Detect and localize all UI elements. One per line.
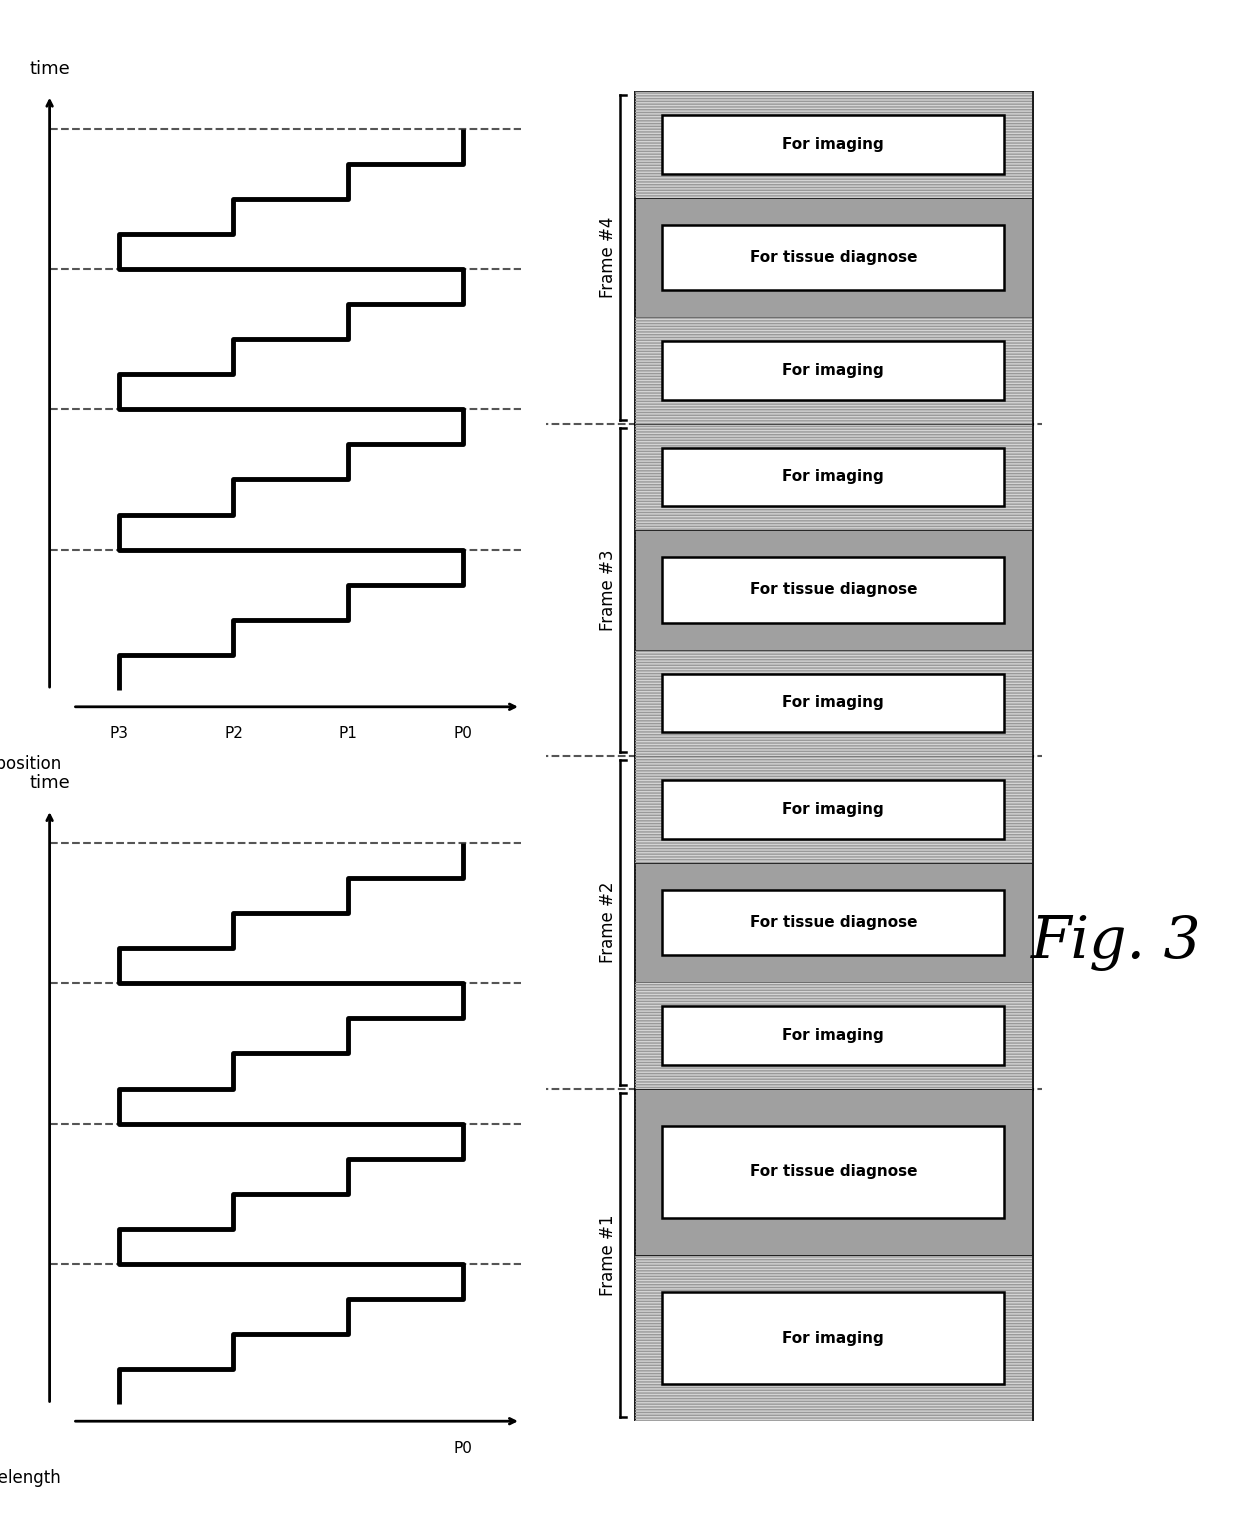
Text: Frame #1: Frame #1 (599, 1214, 616, 1295)
Bar (635, 982, 1032, 1088)
Bar (662, 448, 1004, 506)
Bar (635, 424, 1032, 530)
Bar (662, 556, 1004, 623)
Text: Scan position: Scan position (0, 754, 61, 772)
Bar (635, 1088, 1032, 1421)
Bar (635, 91, 1032, 198)
Bar (635, 318, 1032, 424)
Text: For imaging: For imaging (782, 470, 884, 485)
Text: For tissue diagnose: For tissue diagnose (749, 249, 918, 264)
Text: For imaging: For imaging (782, 1028, 884, 1043)
Bar (635, 757, 1032, 1088)
Text: For tissue diagnose: For tissue diagnose (749, 582, 918, 597)
Bar (635, 198, 1032, 318)
Text: P0: P0 (454, 727, 472, 742)
Text: For imaging: For imaging (782, 1330, 884, 1345)
Bar (635, 651, 1032, 757)
Bar (635, 862, 1032, 982)
Bar (635, 91, 1032, 424)
Text: Frame #2: Frame #2 (599, 882, 616, 964)
Text: time: time (30, 59, 69, 78)
Bar (662, 1126, 1004, 1218)
Bar (662, 1006, 1004, 1064)
Bar (635, 757, 1032, 863)
Bar (662, 225, 1004, 290)
Text: For tissue diagnose: For tissue diagnose (749, 915, 918, 930)
Text: For imaging: For imaging (782, 803, 884, 816)
Bar (662, 116, 1004, 173)
Bar (635, 982, 1032, 1088)
Bar (635, 318, 1032, 424)
Bar (635, 91, 1032, 424)
Bar (635, 757, 1032, 863)
Bar (635, 424, 1032, 757)
Bar (662, 342, 1004, 400)
Text: wavelength: wavelength (0, 1468, 61, 1487)
Text: Frame #4: Frame #4 (599, 217, 616, 298)
Text: P2: P2 (224, 727, 243, 742)
Bar (635, 757, 1032, 1088)
Bar (635, 1256, 1032, 1421)
Text: P3: P3 (109, 727, 128, 742)
Text: For imaging: For imaging (782, 696, 884, 710)
Text: P1: P1 (339, 727, 358, 742)
Bar (662, 673, 1004, 733)
Bar (635, 530, 1032, 651)
Bar (635, 1088, 1032, 1256)
Bar (635, 1256, 1032, 1421)
Bar (662, 889, 1004, 956)
Bar (635, 424, 1032, 757)
Bar (662, 1292, 1004, 1383)
Bar (635, 91, 1032, 198)
Text: Fig. 3: Fig. 3 (1030, 914, 1202, 971)
Text: time: time (30, 774, 69, 792)
Text: For tissue diagnose: For tissue diagnose (749, 1164, 918, 1180)
Bar (635, 651, 1032, 757)
Text: For imaging: For imaging (782, 137, 884, 152)
Bar (635, 424, 1032, 530)
Text: P0: P0 (454, 1441, 472, 1456)
Text: For imaging: For imaging (782, 363, 884, 378)
Text: Frame #3: Frame #3 (599, 549, 616, 631)
Bar (662, 780, 1004, 839)
Bar (635, 1088, 1032, 1421)
